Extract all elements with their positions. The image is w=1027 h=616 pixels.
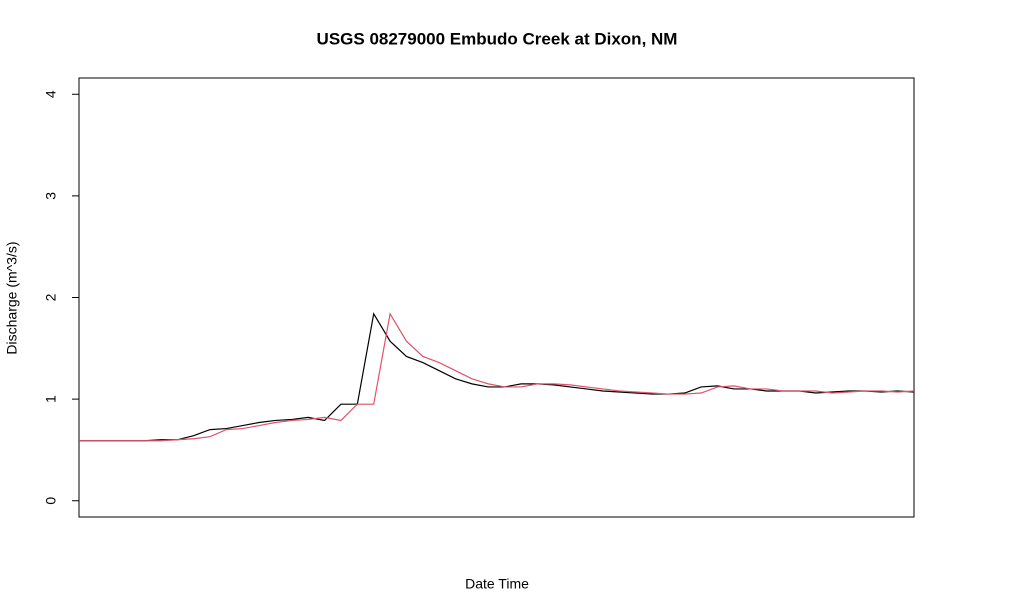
- y-axis-label: Discharge (m^3/s): [4, 241, 20, 354]
- series-line: [79, 312, 915, 442]
- x-axis-label: Date Time: [465, 576, 529, 592]
- y-tick-label: 2: [43, 293, 59, 301]
- chart-title: USGS 08279000 Embudo Creek at Dixon, NM: [317, 29, 678, 48]
- y-tick-label: 3: [43, 192, 59, 200]
- y-tick-label: 0: [43, 497, 59, 505]
- series-line: [79, 312, 915, 442]
- plot-frame: [78, 77, 915, 518]
- y-tick-label: 1: [43, 395, 59, 403]
- y-tick-label: 4: [43, 90, 59, 98]
